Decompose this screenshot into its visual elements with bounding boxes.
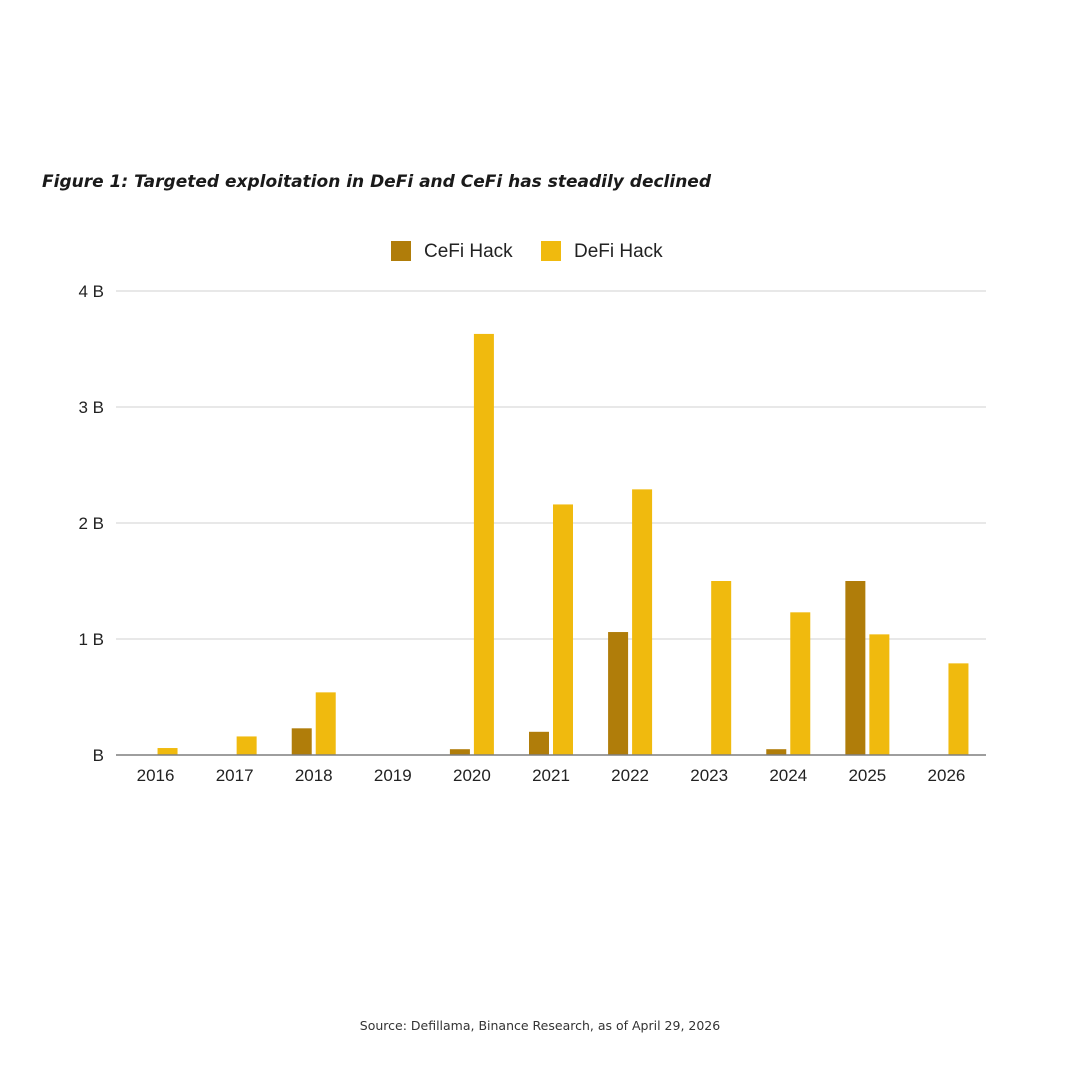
bars bbox=[157, 333, 969, 755]
bar-cefi-2022 bbox=[608, 632, 629, 755]
bar-defi-2023 bbox=[711, 581, 732, 755]
bar-defi-2025 bbox=[869, 634, 890, 755]
x-tick-label: 2018 bbox=[295, 766, 333, 785]
bar-defi-2018 bbox=[315, 692, 336, 755]
y-axis-ticks: B 1 B 2 B 3 B 4 B bbox=[78, 282, 104, 765]
y-tick-label: 3 B bbox=[78, 398, 104, 417]
bar-cefi-2018 bbox=[291, 728, 312, 755]
source-note: Source: Defillama, Binance Research, as … bbox=[359, 1018, 721, 1033]
bar-defi-2024 bbox=[790, 612, 811, 755]
y-tick-label: 1 B bbox=[78, 630, 104, 649]
x-tick-label: 2020 bbox=[453, 766, 491, 785]
x-tick-label: 2026 bbox=[928, 766, 966, 785]
bar-defi-2026 bbox=[948, 663, 969, 755]
bar-cefi-2020 bbox=[449, 749, 470, 755]
x-tick-label: 2017 bbox=[216, 766, 254, 785]
y-tick-label: 4 B bbox=[78, 282, 104, 301]
x-tick-label: 2016 bbox=[137, 766, 175, 785]
x-tick-label: 2025 bbox=[848, 766, 886, 785]
bar-defi-2017 bbox=[236, 736, 257, 755]
x-tick-label: 2024 bbox=[769, 766, 807, 785]
bar-cefi-2021 bbox=[529, 731, 549, 755]
bar-defi-2016 bbox=[157, 748, 178, 755]
bar-defi-2022 bbox=[632, 489, 653, 755]
x-axis-ticks: 2016 2017 2018 2019 2020 2021 2022 2023 2024 2025… bbox=[137, 766, 966, 785]
legend-label-defi: DeFi Hack bbox=[574, 241, 663, 262]
x-tick-label: 2019 bbox=[374, 766, 412, 785]
y-tick-label: B bbox=[93, 746, 104, 765]
x-tick-label: 2022 bbox=[611, 766, 649, 785]
figure-title: Figure 1: Targeted exploitation in DeFi … bbox=[42, 172, 712, 192]
x-tick-label: 2021 bbox=[532, 766, 570, 785]
bar-cefi-2025 bbox=[845, 581, 866, 755]
bar-defi-2020 bbox=[473, 333, 494, 755]
bar-cefi-2024 bbox=[766, 749, 787, 755]
bar-defi-2021 bbox=[553, 504, 573, 755]
x-tick-label: 2023 bbox=[690, 766, 728, 785]
legend-label-cefi: CeFi Hack bbox=[424, 241, 513, 262]
legend-swatch-defi bbox=[541, 241, 561, 261]
legend: CeFi Hack DeFi Hack bbox=[391, 241, 663, 262]
y-tick-label: 2 B bbox=[78, 514, 104, 533]
legend-swatch-cefi bbox=[391, 241, 411, 261]
gridlines bbox=[116, 290, 986, 640]
